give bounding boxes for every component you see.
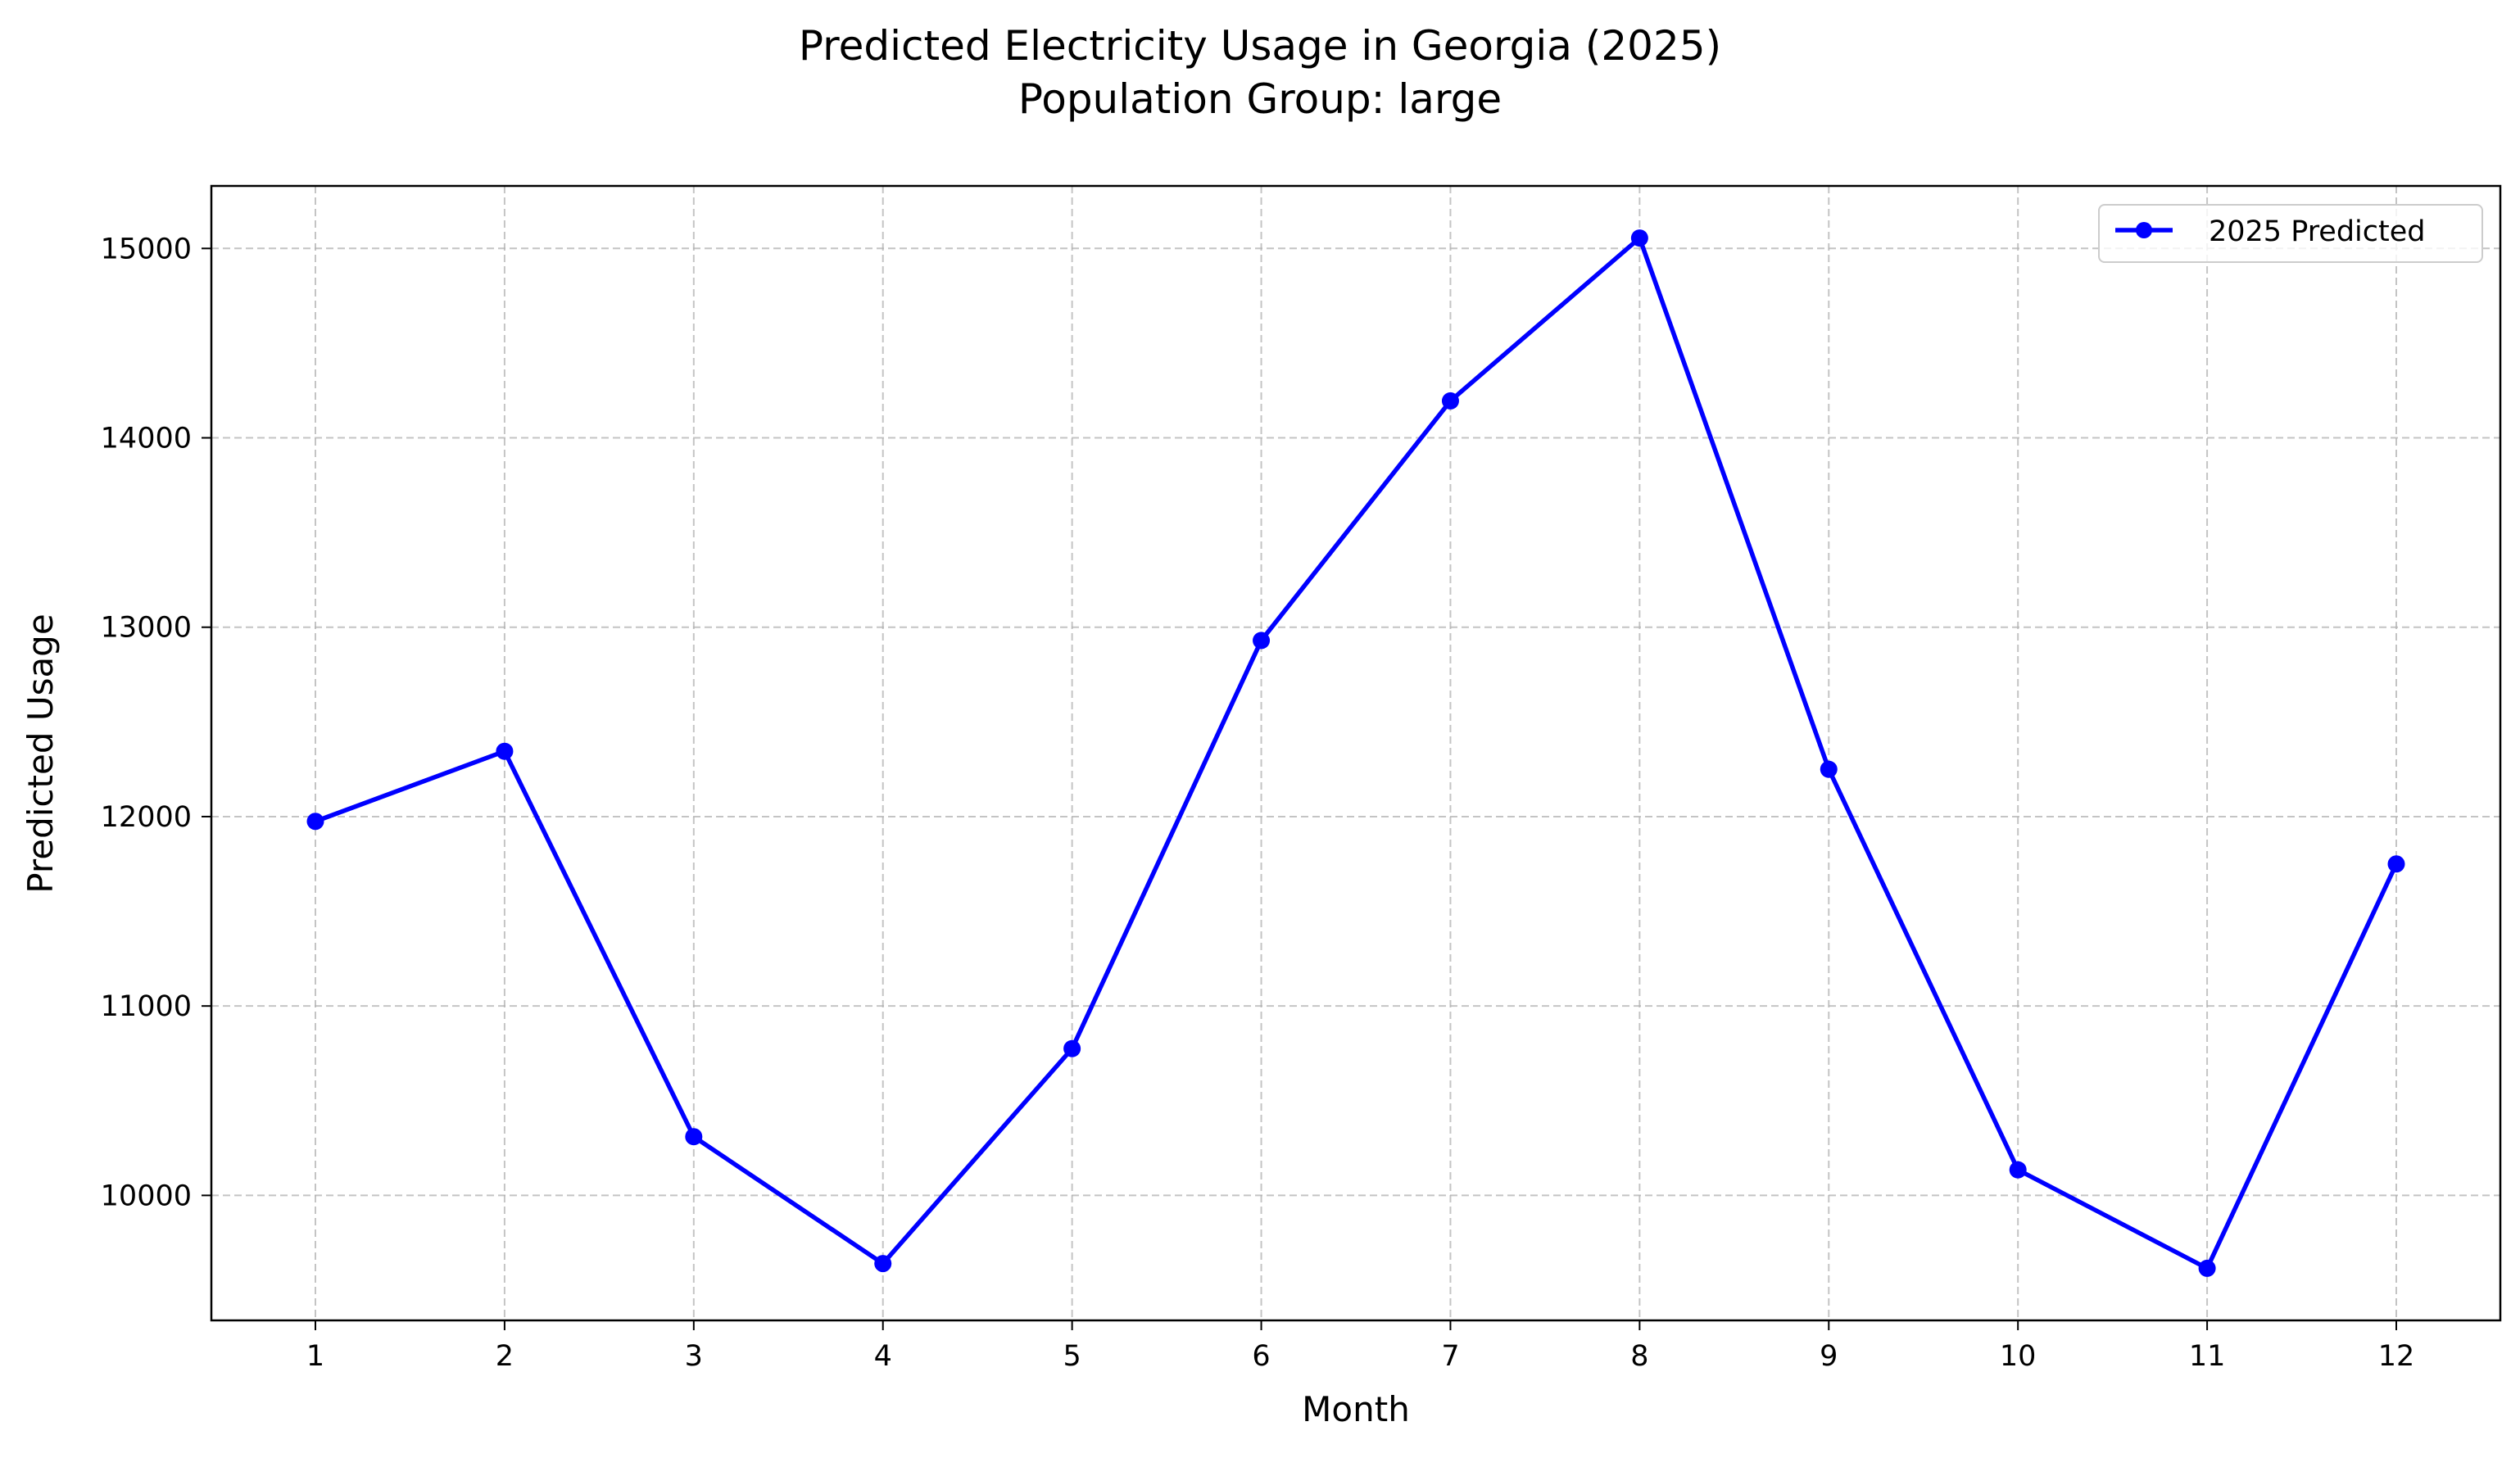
x-tick-label: 9 [1820, 1340, 1838, 1373]
data-point [2009, 1161, 2027, 1179]
x-tick-label: 1 [306, 1340, 324, 1373]
x-tick-label: 12 [2378, 1340, 2415, 1373]
data-point [685, 1128, 703, 1146]
grid [211, 186, 2500, 1320]
y-tick-label: 13000 [101, 612, 192, 645]
data-point [1253, 632, 1271, 650]
data-point [2387, 855, 2405, 873]
y-tick-label: 10000 [101, 1180, 192, 1212]
y-tick-label: 12000 [101, 801, 192, 834]
x-tick-label: 8 [1630, 1340, 1648, 1373]
x-tick-label: 4 [874, 1340, 892, 1373]
y-axis-label: Predicted Usage [20, 614, 61, 893]
legend-label: 2025 Predicted [2209, 215, 2426, 248]
data-point [1630, 229, 1648, 247]
chart-title: Predicted Electricity Usage in Georgia (… [799, 22, 1721, 70]
x-tick-label: 6 [1252, 1340, 1270, 1373]
x-tick-label: 11 [2189, 1340, 2226, 1373]
data-point [1063, 1039, 1081, 1057]
data-point [496, 742, 514, 760]
y-tick-label: 14000 [101, 423, 192, 455]
x-tick-label: 5 [1063, 1340, 1081, 1373]
x-tick-label: 2 [496, 1340, 514, 1373]
x-tick-label: 3 [685, 1340, 703, 1373]
data-point [306, 813, 324, 831]
series-line [313, 235, 2399, 1271]
plot-area-frame [210, 184, 2502, 1322]
data-point [1441, 392, 1459, 410]
chart-subtitle: Population Group: large [1018, 75, 1502, 123]
series-layer [306, 229, 2405, 1277]
x-tick-label: 10 [2000, 1340, 2037, 1373]
legend-marker [2136, 222, 2152, 238]
x-tick-label: 7 [1441, 1340, 1459, 1373]
data-point [1820, 760, 1838, 778]
data-point [874, 1255, 892, 1273]
x-axis-label: Month [1302, 1389, 1410, 1429]
y-tick-label: 15000 [101, 233, 192, 265]
y-tick-label: 11000 [101, 990, 192, 1023]
legend-box [2098, 204, 2483, 263]
legend: 2025 Predicted [2098, 204, 2483, 263]
axis-ticks: 1 2 3 4 5 6 7 8 9 10 11 121000011000120001300014000… [101, 233, 2415, 1373]
data-point [2198, 1259, 2216, 1277]
